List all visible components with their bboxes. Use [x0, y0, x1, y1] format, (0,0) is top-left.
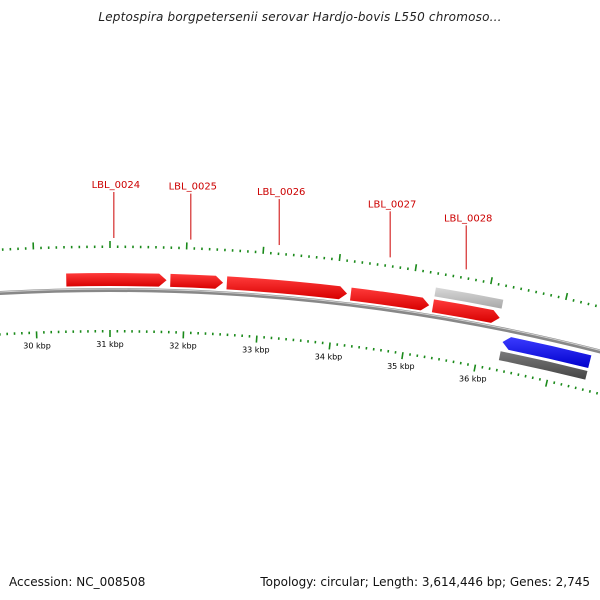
accession-text: Accession: NC_008508 — [9, 575, 146, 589]
kbp-labels: 30 kbp 31 kbp 32 kbp 33 kbp 34 kbp 35 kbp 36 k… — [23, 340, 486, 383]
minor-tick — [594, 304, 597, 308]
major-tick — [328, 342, 331, 350]
major-tick — [414, 264, 418, 272]
gene-track[interactable] — [66, 273, 592, 380]
major-tick — [490, 277, 493, 285]
kbp-tick-label: 35 kbp — [387, 362, 415, 371]
major-tick — [401, 352, 404, 360]
minor-tick — [510, 371, 513, 375]
minor-tick — [581, 388, 584, 392]
minor-tick — [588, 390, 591, 393]
minor-tick — [567, 384, 570, 388]
minor-tick — [527, 289, 530, 292]
major-tick — [473, 364, 477, 372]
gene-feature-6[interactable] — [502, 337, 592, 369]
gene-feature-lbl-0025[interactable] — [170, 273, 224, 289]
kbp-tick-label: 34 kbp — [315, 352, 343, 361]
gene-label: LBL_0027 — [368, 199, 416, 210]
gene-label: LBL_0028 — [444, 213, 492, 224]
kbp-tick-label: 30 kbp — [23, 341, 51, 350]
major-tick — [255, 335, 258, 343]
major-tick — [262, 246, 265, 254]
minor-tick — [574, 386, 577, 390]
map-title: Leptospira borgpetersenii serovar Hardjo… — [98, 10, 502, 24]
minor-tick — [557, 295, 560, 299]
gene-feature-7[interactable] — [498, 351, 588, 380]
minor-tick — [587, 302, 590, 306]
kbp-tick-label: 31 kbp — [96, 340, 124, 349]
minor-tick — [572, 299, 575, 302]
gene-feature-lbl-0024[interactable] — [66, 273, 167, 287]
chromosome-backbone — [0, 288, 600, 354]
minor-tick — [595, 391, 599, 395]
minor-tick — [524, 374, 527, 378]
chromosome-backbone-highlight — [0, 288, 600, 351]
minor-tick — [531, 376, 534, 380]
minor-tick — [517, 373, 520, 377]
major-tick — [565, 292, 569, 301]
kbp-tick-label: 33 kbp — [242, 346, 270, 355]
major-tick — [545, 379, 549, 387]
minor-tick — [579, 300, 583, 304]
gene-label: LBL_0026 — [257, 187, 305, 198]
minor-tick — [538, 377, 541, 381]
gene-label: LBL_0025 — [169, 182, 217, 193]
gene-labels: LBL_0024 LBL_0025 LBL_0026 LBL_0027 LBL_0028 — [92, 180, 492, 270]
outer-tick-ruler — [1, 241, 597, 308]
minor-tick — [542, 292, 545, 296]
major-tick — [338, 253, 341, 262]
kbp-tick-label: 36 kbp — [459, 374, 487, 383]
gene-feature-lbl-0028[interactable] — [434, 287, 504, 309]
gene-feature-4[interactable] — [431, 299, 500, 323]
inner-tick-ruler — [0, 330, 599, 395]
topology-summary: Topology: circular; Length: 3,614,446 bp… — [260, 575, 590, 589]
minor-tick — [520, 287, 523, 291]
minor-tick — [502, 370, 506, 373]
gene-label: LBL_0024 — [92, 180, 140, 191]
minor-tick — [553, 381, 556, 385]
gene-feature-lbl-0026[interactable] — [226, 276, 348, 300]
gene-feature-lbl-0027[interactable] — [350, 287, 430, 311]
minor-tick — [550, 293, 553, 297]
minor-tick — [560, 382, 563, 386]
minor-tick — [535, 290, 538, 294]
kbp-tick-label: 32 kbp — [169, 341, 197, 350]
